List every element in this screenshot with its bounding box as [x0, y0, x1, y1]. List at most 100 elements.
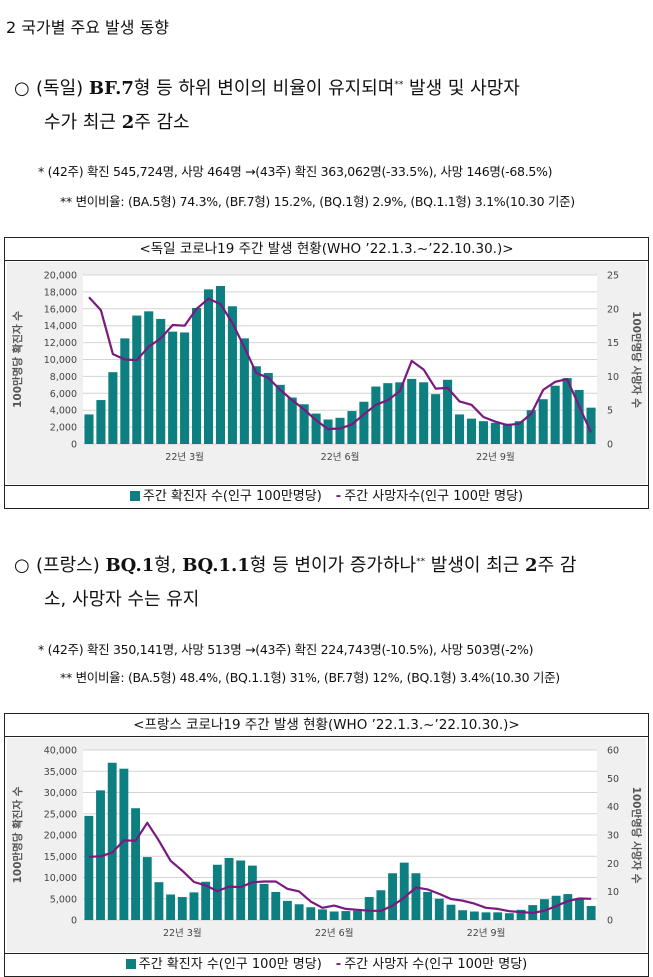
- france-legend: 주간 확진자 수(인구 100만 명당) - 주간 사망자 수(인구 100만 명당…: [5, 953, 648, 976]
- case-bar: [347, 411, 357, 444]
- case-bar: [575, 898, 584, 920]
- case-bar: [271, 891, 281, 920]
- case-bar: [490, 422, 500, 444]
- germany-title-part: 발생 및 사망자: [403, 78, 520, 99]
- case-bar: [466, 418, 477, 444]
- case-bar: [478, 421, 488, 444]
- legend-cases-label: 주간 확진자 수(인구 100만명당): [142, 489, 322, 504]
- case-bar: [120, 338, 130, 444]
- y-tick-label: 18,000: [44, 287, 77, 298]
- france-title-line2: 소, 사망자 수는 유지: [44, 589, 200, 610]
- case-bar: [431, 394, 441, 444]
- case-bar: [96, 400, 106, 444]
- germany-plot-area: 0 2,000 4,000 6,000 8,000 10,000 12,000 14,000 1…: [7, 262, 646, 484]
- y2-tick-label: 25: [607, 271, 619, 282]
- legend-cases-swatch: [125, 959, 136, 969]
- case-bar: [329, 911, 339, 920]
- germany-title-bold: BF.7: [88, 78, 134, 99]
- y2-tick-label: 10: [607, 887, 619, 898]
- case-bar: [177, 897, 187, 920]
- case-bar: [538, 399, 548, 444]
- germany-note-2: ** 변이비율: (BA.5형) 74.3%, (BF.7형) 15.2%, (…: [60, 194, 575, 209]
- case-bar: [294, 904, 304, 920]
- case-bar: [212, 864, 222, 920]
- y-tick-label: 20,000: [44, 271, 77, 282]
- case-bar: [166, 894, 176, 920]
- y-tick-label: 0: [71, 916, 77, 927]
- section-heading: 2 국가별 주요 발생 동향: [6, 18, 170, 37]
- case-bar: [108, 372, 118, 444]
- case-bar: [201, 881, 211, 920]
- case-bar: [131, 808, 141, 920]
- case-bar: [419, 382, 429, 444]
- case-bar: [282, 900, 292, 920]
- case-bar: [180, 332, 190, 444]
- case-bar: [516, 909, 526, 920]
- case-bar: [168, 331, 178, 444]
- y-tick-label: 35,000: [44, 767, 77, 778]
- case-bar: [239, 338, 249, 444]
- y-tick-label: 20,000: [44, 831, 77, 842]
- germany-note-1: * (42주) 확진 545,724명, 사망 464명 →(43주) 확진 3…: [38, 164, 553, 179]
- case-bar: [311, 413, 321, 444]
- y2-tick-label: 0: [607, 440, 613, 451]
- case-bar: [306, 907, 316, 920]
- france-chart-title: <프랑스 코로나19 주간 발생 현황(WHO ’22.1.3.~’22.10.…: [5, 714, 648, 737]
- germany-bullet: ○: [14, 78, 30, 99]
- case-bar: [423, 891, 433, 920]
- y2-tick-label: 60: [607, 746, 619, 757]
- case-bar: [383, 383, 393, 444]
- case-bar: [203, 289, 214, 444]
- y2-tick-label: 0: [607, 916, 613, 927]
- y-tick-label: 8,000: [50, 372, 77, 383]
- case-bar: [493, 912, 503, 920]
- y2-tick-label: 10: [607, 372, 619, 383]
- y2-axis-title: 100만명당 사망자 수: [630, 311, 643, 408]
- y-tick-label: 15,000: [44, 852, 77, 863]
- france-title-part: 형 등 변이가 증가하나: [249, 555, 417, 576]
- y-tick-label: 10,000: [44, 873, 77, 884]
- case-bar: [251, 366, 261, 444]
- case-bar: [318, 909, 327, 920]
- case-bar: [551, 895, 561, 920]
- france-plot-area: 0 5,000 10,000 15,000 20,000 25,000 30,000 35,0…: [7, 738, 646, 952]
- death-line: [88, 821, 592, 914]
- case-bar: [259, 883, 269, 920]
- case-bar: [481, 912, 491, 920]
- y-tick-label: 0: [71, 440, 77, 451]
- germany-chart-title: <독일 코로나19 주간 발생 현황(WHO ’22.1.3.~’22.10.3…: [5, 238, 648, 261]
- case-bar: [227, 306, 237, 444]
- france-title-bold: BQ.1: [105, 555, 155, 576]
- case-bar: [526, 410, 536, 444]
- x-tick-label: 22년 9월: [476, 451, 515, 463]
- case-bar: [364, 897, 374, 920]
- case-bar: [504, 913, 514, 920]
- case-bar: [299, 404, 309, 444]
- y2-tick-label: 20: [607, 304, 619, 315]
- y2-tick-label: 50: [607, 774, 619, 785]
- germany-legend: 주간 확진자 수(인구 100만명당) - 주간 사망자수(인구 100만 명당): [5, 485, 648, 508]
- case-bar: [323, 419, 333, 444]
- x-tick-label: 22년 9월: [467, 927, 506, 939]
- case-bar: [154, 882, 164, 920]
- case-bar: [454, 414, 465, 444]
- case-bar: [224, 857, 234, 920]
- y-tick-label: 40,000: [44, 746, 77, 757]
- case-bar: [353, 910, 362, 920]
- france-title-bold: 2: [525, 555, 538, 576]
- germany-title-part: 형 등 하위 변이의 비율이 유지되며: [133, 78, 395, 99]
- case-bar: [399, 862, 409, 920]
- y-axis-title: 100만명당 확진자 수: [11, 786, 24, 883]
- germany-title-sup: **: [394, 80, 404, 90]
- case-bar: [563, 894, 573, 920]
- case-bar: [371, 386, 381, 444]
- legend-deaths-swatch: -: [335, 489, 342, 504]
- france-title: ○ (프랑스) BQ.1형, BQ.1.1형 등 변이가 증가하나** 발생이 최…: [14, 545, 650, 617]
- y-tick-label: 12,000: [44, 338, 77, 349]
- legend-deaths-label: 주간 사망자수(인구 100만 명당): [344, 489, 524, 504]
- x-tick-label: 22년 3월: [163, 927, 202, 939]
- case-bar: [562, 378, 572, 444]
- case-bar: [236, 860, 246, 920]
- case-bar: [84, 414, 94, 444]
- germany-title-part: (독일): [36, 78, 89, 99]
